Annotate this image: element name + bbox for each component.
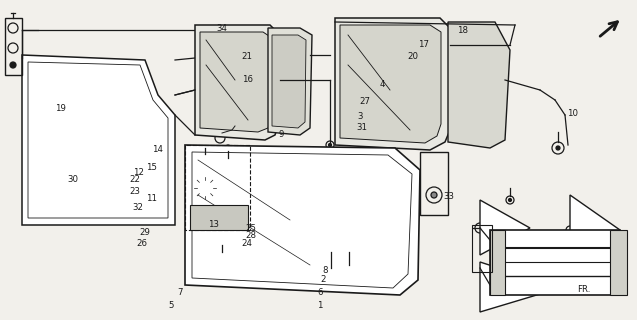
Text: 18: 18 [457,26,468,35]
Circle shape [392,173,396,177]
Text: 30: 30 [68,175,79,184]
Text: 15: 15 [146,163,157,172]
Polygon shape [570,195,620,265]
Text: 31: 31 [356,123,368,132]
Polygon shape [490,230,505,295]
Text: 20: 20 [407,52,419,61]
Text: 4: 4 [380,80,385,89]
Circle shape [380,146,384,150]
Circle shape [556,146,560,150]
Text: 6: 6 [318,288,323,297]
Text: 13: 13 [208,220,219,228]
Circle shape [329,143,331,147]
Text: 11: 11 [146,194,157,203]
Text: 33: 33 [443,192,455,201]
Text: 12: 12 [133,168,145,177]
Text: 3: 3 [357,112,362,121]
Circle shape [225,145,231,151]
Polygon shape [268,28,312,135]
Circle shape [508,198,512,202]
Circle shape [198,163,212,177]
Circle shape [485,223,487,227]
Circle shape [342,279,348,285]
Polygon shape [480,262,560,312]
Text: 26: 26 [136,239,147,248]
Text: 8: 8 [322,266,327,275]
Text: 21: 21 [241,52,253,60]
Polygon shape [335,18,450,150]
Polygon shape [272,35,306,128]
Polygon shape [22,55,175,225]
Text: 34: 34 [216,24,227,33]
Text: 19: 19 [55,104,66,113]
Text: FR.: FR. [577,285,590,294]
Polygon shape [490,230,625,295]
Text: 29: 29 [140,228,151,237]
Circle shape [10,62,16,68]
Text: 14: 14 [152,145,164,154]
Text: 32: 32 [132,203,143,212]
Circle shape [431,192,437,198]
Text: 5: 5 [168,301,173,310]
Text: 16: 16 [241,75,253,84]
Text: 24: 24 [241,239,253,248]
Polygon shape [200,32,272,132]
Text: 7: 7 [178,288,183,297]
Text: 1: 1 [317,301,322,310]
Text: 10: 10 [566,109,578,118]
Text: 9: 9 [279,130,284,139]
Text: 27: 27 [359,97,370,106]
Polygon shape [340,25,441,143]
Polygon shape [195,25,280,140]
Polygon shape [185,145,420,295]
Polygon shape [480,200,530,255]
Text: 22: 22 [129,175,141,184]
Text: 28: 28 [245,231,257,240]
Polygon shape [610,230,627,295]
Polygon shape [448,22,510,148]
Text: 17: 17 [418,40,429,49]
Text: 23: 23 [129,187,141,196]
Text: 2: 2 [321,276,326,284]
Polygon shape [190,205,248,230]
Text: 25: 25 [245,224,257,233]
